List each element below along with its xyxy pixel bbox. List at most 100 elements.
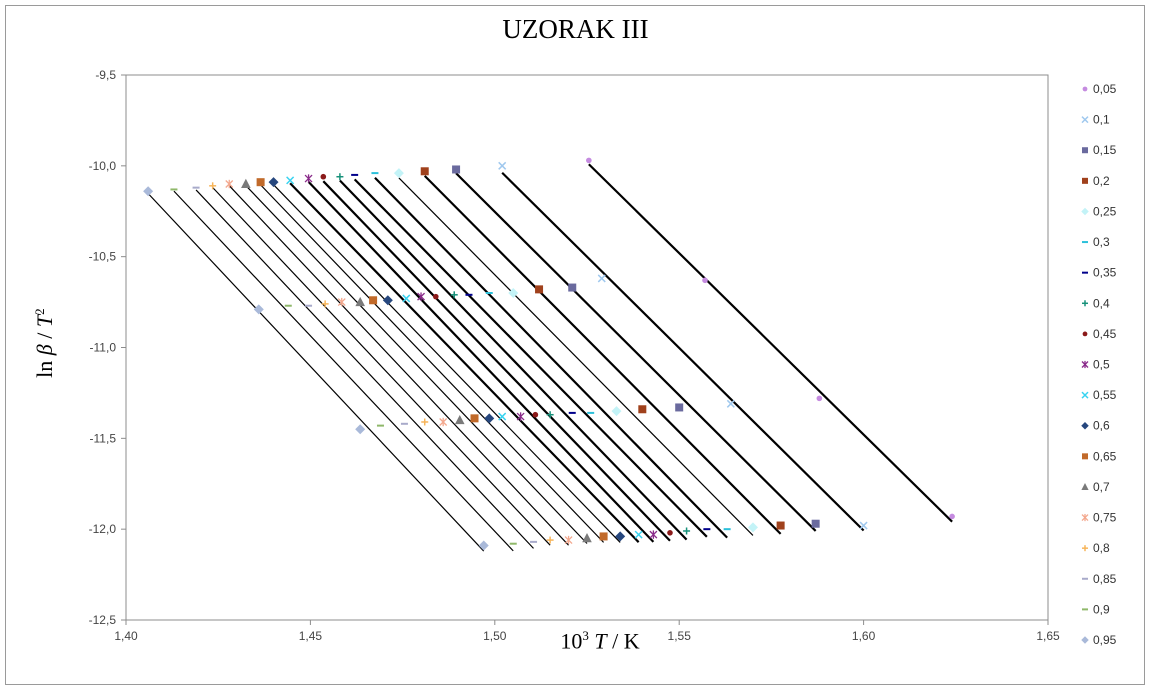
legend-marker-9 bbox=[1082, 331, 1088, 337]
data-point-s9-p4 bbox=[667, 530, 673, 536]
legend-marker-10 bbox=[1081, 360, 1089, 369]
y-axis-label-beta: β bbox=[32, 344, 58, 356]
x-tick-label: 1,40 bbox=[114, 629, 138, 643]
y-axis-label: ln β / T2 bbox=[32, 243, 58, 443]
data-point-s2-p3 bbox=[726, 399, 735, 408]
data-point-s15-p3 bbox=[439, 417, 448, 427]
trend-line-series-14 bbox=[245, 185, 588, 544]
legend-label-11: 0,55 bbox=[1093, 388, 1117, 402]
legend-label-18: 0,9 bbox=[1093, 602, 1110, 616]
data-point-s11-p2 bbox=[402, 294, 411, 303]
trend-line-series-3 bbox=[455, 172, 817, 532]
data-point-s4-p4 bbox=[776, 521, 785, 530]
legend-marker-2 bbox=[1081, 116, 1089, 124]
trend-line-series-19 bbox=[147, 193, 485, 552]
data-point-s16-p4 bbox=[546, 536, 554, 544]
legend-label-17: 0,85 bbox=[1093, 572, 1117, 586]
trend-line-series-18 bbox=[173, 190, 514, 552]
x-axis-label: 103 T / K bbox=[490, 628, 710, 654]
data-point-s10-p4 bbox=[649, 530, 658, 539]
data-point-s3-p3 bbox=[675, 403, 684, 412]
data-point-s14-p2 bbox=[355, 296, 365, 307]
data-point-s11-p4 bbox=[634, 530, 643, 539]
data-point-s4-p2 bbox=[535, 285, 544, 294]
legend-label-19: 0,95 bbox=[1093, 633, 1117, 647]
data-point-s14-p3 bbox=[454, 414, 465, 425]
legend-label-12: 0,6 bbox=[1093, 419, 1110, 433]
data-point-s10-p1 bbox=[304, 174, 313, 183]
x-axis-label-exp: 3 bbox=[582, 628, 589, 643]
legend-label-2: 0,1 bbox=[1093, 113, 1110, 127]
data-point-s8-p1 bbox=[336, 173, 344, 181]
legend-marker-8 bbox=[1082, 300, 1088, 307]
legend-label-8: 0,4 bbox=[1093, 296, 1110, 310]
y-tick-label: -11,5 bbox=[90, 431, 117, 445]
data-point-s9-p1 bbox=[320, 173, 327, 180]
data-point-s10-p3 bbox=[516, 412, 525, 421]
data-point-s11-p3 bbox=[498, 412, 507, 421]
data-point-s19-p2 bbox=[253, 304, 264, 315]
data-point-s12-p4 bbox=[615, 531, 626, 542]
data-point-s14-p1 bbox=[241, 178, 251, 188]
trend-line-series-11 bbox=[289, 182, 640, 543]
y-tick-label: -12,5 bbox=[89, 613, 117, 627]
trend-line-series-9 bbox=[322, 180, 671, 542]
legend-label-10: 0,5 bbox=[1093, 358, 1110, 372]
legend-label-6: 0,3 bbox=[1093, 235, 1110, 249]
trend-line-series-8 bbox=[339, 179, 688, 541]
data-point-s16-p3 bbox=[421, 418, 429, 426]
data-point-s8-p3 bbox=[546, 411, 554, 419]
data-point-s12-p3 bbox=[484, 413, 495, 424]
data-point-s2-p1 bbox=[498, 161, 507, 170]
x-tick-label: 1,55 bbox=[668, 629, 692, 643]
trend-line-series-6 bbox=[374, 176, 728, 539]
trend-line-series-4 bbox=[423, 175, 782, 535]
data-point-s1-p3 bbox=[816, 395, 823, 402]
trend-line-series-12 bbox=[273, 184, 621, 543]
chart-frame bbox=[5, 5, 1145, 685]
trend-line-series-10 bbox=[307, 181, 655, 543]
x-tick-label: 1,60 bbox=[852, 629, 876, 643]
data-point-s5-p3 bbox=[611, 406, 622, 417]
y-tick-label: -11,0 bbox=[90, 341, 117, 355]
x-tick-label: 1,45 bbox=[299, 629, 323, 643]
y-tick-label: -10,5 bbox=[89, 250, 117, 264]
data-point-s10-p2 bbox=[417, 292, 425, 301]
data-point-s13-p3 bbox=[470, 414, 479, 423]
data-point-s13-p1 bbox=[256, 178, 265, 187]
legend-label-7: 0,35 bbox=[1093, 266, 1117, 280]
data-point-s19-p3 bbox=[355, 424, 366, 435]
legend-label-16: 0,8 bbox=[1093, 541, 1110, 555]
data-point-s5-p4 bbox=[747, 522, 758, 533]
legend-marker-16 bbox=[1082, 545, 1088, 552]
legend-label-5: 0,25 bbox=[1093, 204, 1117, 218]
x-tick-label: 1,50 bbox=[483, 629, 507, 643]
x-axis-label-base: 10 bbox=[560, 628, 583, 654]
legend-marker-14 bbox=[1081, 483, 1089, 490]
legend-marker-4 bbox=[1082, 177, 1088, 184]
legend-marker-19 bbox=[1081, 636, 1089, 644]
trend-line-series-5 bbox=[398, 177, 754, 536]
data-point-s3-p1 bbox=[452, 165, 461, 174]
data-point-s9-p2 bbox=[432, 293, 439, 300]
y-axis-label-var: T bbox=[32, 314, 58, 328]
data-point-s14-p4 bbox=[582, 533, 592, 543]
data-point-s15-p2 bbox=[337, 297, 346, 307]
data-point-s8-p4 bbox=[683, 527, 691, 535]
data-point-s3-p4 bbox=[811, 519, 820, 528]
trend-line-series-1 bbox=[588, 163, 953, 523]
data-point-s9-p3 bbox=[532, 411, 539, 418]
trend-line-series-17 bbox=[195, 189, 534, 549]
x-tick-label: 1,65 bbox=[1036, 629, 1060, 643]
data-point-s1-p4 bbox=[949, 513, 955, 520]
data-point-s8-p2 bbox=[450, 291, 458, 299]
data-point-s16-p2 bbox=[321, 300, 329, 308]
legend-marker-12 bbox=[1081, 421, 1089, 430]
data-point-s15-p1 bbox=[225, 179, 234, 189]
legend-label-15: 0,75 bbox=[1093, 511, 1117, 525]
legend-marker-5 bbox=[1081, 207, 1089, 216]
legend-label-13: 0,65 bbox=[1093, 449, 1117, 463]
data-point-s1-p2 bbox=[702, 277, 708, 284]
data-point-s4-p1 bbox=[420, 167, 429, 176]
